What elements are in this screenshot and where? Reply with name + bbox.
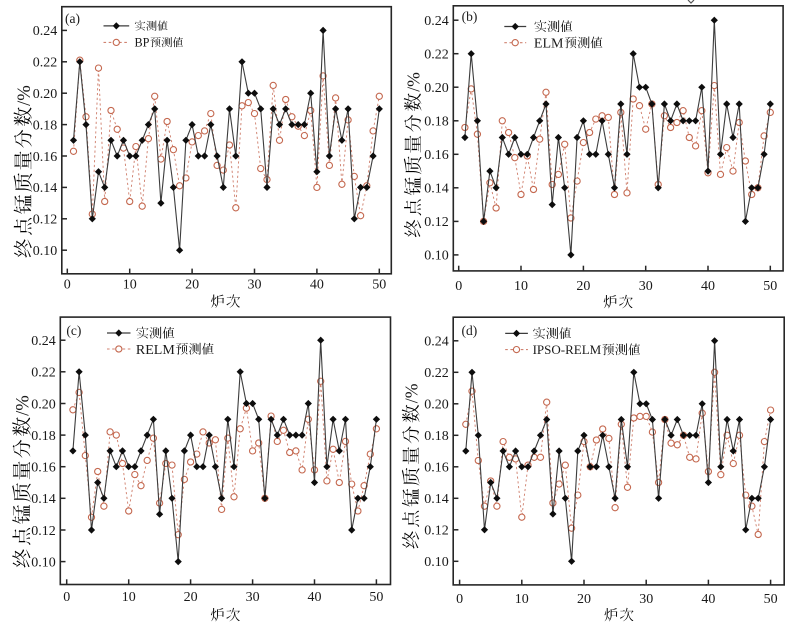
svg-text:40: 40 [310, 278, 324, 293]
svg-text:50: 50 [764, 592, 778, 607]
svg-text:0.18: 0.18 [424, 115, 449, 130]
svg-text:0: 0 [63, 590, 70, 605]
svg-text:0: 0 [64, 278, 71, 293]
svg-text:0.12: 0.12 [424, 215, 449, 230]
svg-text:10: 10 [122, 590, 136, 605]
svg-text:0.20: 0.20 [424, 81, 449, 96]
svg-text:(a): (a) [65, 11, 80, 26]
svg-text:0.24: 0.24 [33, 24, 58, 39]
svg-text:/%: /% [402, 383, 422, 403]
svg-text:50: 50 [763, 279, 777, 294]
svg-text:0.22: 0.22 [424, 48, 449, 63]
svg-text:50: 50 [369, 590, 383, 605]
svg-text:40: 40 [701, 279, 715, 294]
svg-text:50: 50 [372, 278, 386, 293]
svg-text:IPSO-RELM: IPSO-RELM [533, 342, 602, 357]
svg-text:0.12: 0.12 [424, 524, 449, 539]
svg-text:20: 20 [576, 279, 590, 294]
svg-text:0.16: 0.16 [33, 150, 58, 165]
svg-text:0.16: 0.16 [424, 148, 449, 163]
svg-text:20: 20 [185, 278, 199, 293]
svg-text:0.10: 0.10 [33, 244, 58, 259]
svg-text:30: 30 [248, 278, 262, 293]
svg-text:0.10: 0.10 [424, 555, 449, 570]
svg-text:40: 40 [701, 592, 715, 607]
svg-text:0.14: 0.14 [424, 182, 449, 197]
svg-text:20: 20 [184, 590, 198, 605]
svg-text:0.20: 0.20 [31, 397, 56, 412]
svg-text:0.20: 0.20 [33, 87, 58, 102]
svg-text:/%: /% [13, 395, 34, 416]
svg-text:0.24: 0.24 [424, 14, 449, 29]
svg-text:/%: /% [14, 85, 35, 106]
svg-text:10: 10 [514, 279, 528, 294]
svg-text:0.14: 0.14 [424, 492, 449, 507]
svg-text:0.22: 0.22 [31, 366, 56, 381]
svg-text:0.14: 0.14 [33, 181, 58, 196]
svg-text:0.12: 0.12 [31, 524, 56, 539]
svg-text:10: 10 [123, 278, 137, 293]
svg-text:0.20: 0.20 [424, 398, 449, 413]
svg-text:ELM: ELM [534, 37, 564, 52]
svg-text:0.14: 0.14 [31, 492, 56, 507]
svg-text:(d): (d) [462, 323, 478, 338]
svg-text:/%: /% [404, 72, 424, 92]
svg-text:0.22: 0.22 [424, 366, 449, 381]
svg-text:0.18: 0.18 [31, 429, 56, 444]
svg-text:0.16: 0.16 [31, 461, 56, 476]
svg-text:10: 10 [515, 592, 529, 607]
svg-text:0.10: 0.10 [424, 249, 449, 264]
svg-text:0.16: 0.16 [424, 461, 449, 476]
svg-text:40: 40 [308, 590, 322, 605]
svg-text:30: 30 [639, 592, 653, 607]
svg-text:30: 30 [639, 279, 653, 294]
svg-text:0.22: 0.22 [33, 56, 58, 71]
svg-text:0: 0 [456, 592, 463, 607]
svg-text:0.24: 0.24 [31, 334, 56, 349]
svg-text:0: 0 [455, 279, 462, 294]
svg-text:0.18: 0.18 [33, 118, 58, 133]
svg-text:20: 20 [577, 592, 591, 607]
svg-text:BP: BP [135, 36, 150, 50]
svg-text:0.10: 0.10 [31, 555, 56, 570]
svg-text:30: 30 [246, 590, 260, 605]
svg-text:(b): (b) [462, 9, 478, 24]
svg-text:0.12: 0.12 [33, 213, 58, 228]
svg-text:0.24: 0.24 [424, 335, 449, 350]
svg-text:0.18: 0.18 [424, 429, 449, 444]
svg-text:RELM: RELM [136, 343, 175, 358]
svg-text:(c): (c) [66, 323, 81, 338]
